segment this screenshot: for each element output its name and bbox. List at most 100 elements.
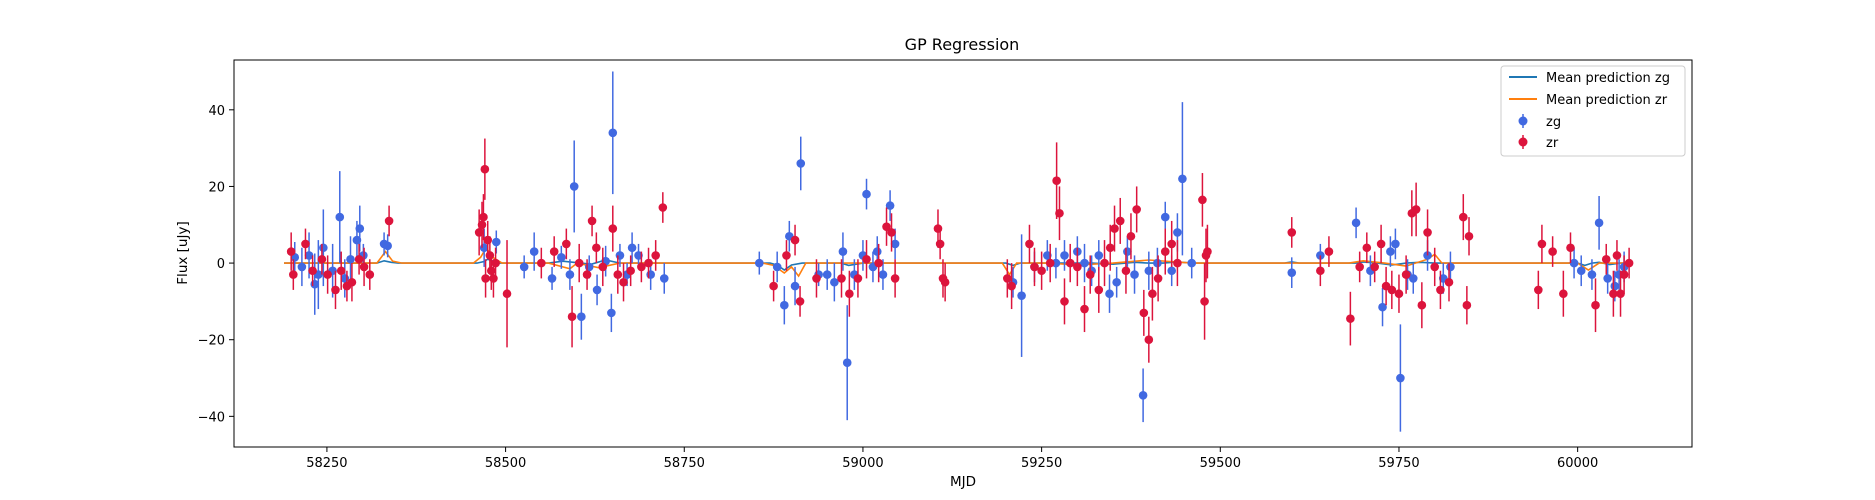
zr-point xyxy=(1464,217,1474,256)
zr-point xyxy=(1619,255,1629,294)
zg-point-marker xyxy=(1017,291,1026,300)
zg-point-marker xyxy=(830,277,839,287)
zr-point-marker xyxy=(1534,285,1543,295)
zr-point xyxy=(853,259,863,298)
zg-point xyxy=(1178,102,1187,256)
zg-point-marker xyxy=(796,159,806,168)
zr-point-marker xyxy=(1462,300,1472,310)
zr-point xyxy=(347,263,357,302)
zg-point xyxy=(335,171,345,264)
zr-point-marker xyxy=(317,254,327,264)
zg-point-marker xyxy=(615,251,625,260)
zr-point-marker xyxy=(592,243,601,253)
zg-point-marker xyxy=(383,241,392,251)
x-tick-label: 59500 xyxy=(1200,456,1241,471)
zr-point xyxy=(940,263,950,302)
zr-point-marker xyxy=(384,216,394,226)
zg-point xyxy=(1594,196,1604,250)
legend-label-zr-mean: Mean prediction zr xyxy=(1546,93,1668,108)
zr-point xyxy=(1355,251,1364,283)
zr-point xyxy=(336,251,346,290)
zr-point xyxy=(480,138,490,200)
zg-point xyxy=(608,71,618,195)
zr-point xyxy=(1144,316,1154,363)
plot-background xyxy=(234,60,1692,447)
x-axis-label: MJD xyxy=(950,474,976,490)
zr-point xyxy=(887,213,896,252)
zr-point xyxy=(317,243,327,275)
zr-point-marker xyxy=(1045,258,1055,268)
zr-point xyxy=(1126,213,1136,260)
zr-point xyxy=(1200,263,1209,340)
zr-point-marker xyxy=(874,258,883,268)
zr-point-marker xyxy=(1085,270,1095,279)
zr-point xyxy=(582,259,592,290)
zg-point xyxy=(1378,287,1387,327)
legend-label-zg-mean: Mean prediction zg xyxy=(1546,71,1670,86)
x-tick-label: 58500 xyxy=(485,456,526,471)
zr-point xyxy=(1052,142,1061,220)
zr-point xyxy=(1316,255,1325,287)
zg-point xyxy=(529,232,539,271)
zr-point xyxy=(1591,278,1600,333)
zg-point-marker xyxy=(304,251,314,260)
plot-frame xyxy=(233,59,1693,448)
zg-point-marker xyxy=(659,274,669,283)
zg-point-marker xyxy=(1173,228,1182,237)
zr-point-marker xyxy=(1167,239,1176,249)
zg-point-marker xyxy=(1138,390,1148,400)
zr-point xyxy=(1153,255,1163,302)
zg-point-marker xyxy=(346,254,355,264)
zr-point xyxy=(1411,182,1421,237)
zg-point xyxy=(1144,251,1154,290)
zr-point-marker xyxy=(549,247,559,256)
zr-point-marker xyxy=(637,262,646,272)
zg-point xyxy=(1603,263,1612,294)
zg-point xyxy=(1112,266,1121,298)
zr-point-marker xyxy=(853,274,863,283)
zg-point xyxy=(565,259,575,290)
zg-point xyxy=(547,266,557,290)
zr-point xyxy=(1387,270,1397,310)
zg-point xyxy=(1160,201,1170,233)
zr-point-marker xyxy=(1324,247,1334,256)
zr-point xyxy=(769,270,778,302)
zr-point-marker xyxy=(562,239,571,249)
zg-point xyxy=(838,232,848,271)
zr-point-marker xyxy=(1376,239,1386,249)
zr-point-marker xyxy=(1401,270,1411,279)
zg-point xyxy=(592,274,602,306)
zr-point-marker xyxy=(582,270,592,279)
zr-point-marker xyxy=(537,258,546,268)
zg-point xyxy=(557,245,566,269)
zg-point xyxy=(842,305,852,421)
zr-point xyxy=(882,207,891,246)
zr-point-marker xyxy=(1200,297,1209,306)
zg-point-marker xyxy=(1130,270,1139,279)
zr-point-marker xyxy=(1559,289,1568,299)
x-tick-label: 58750 xyxy=(664,456,705,471)
zg-point-marker xyxy=(1187,258,1197,268)
zr-point xyxy=(1148,266,1157,321)
zr-point xyxy=(537,247,546,279)
zr-point xyxy=(562,228,571,260)
zg-point xyxy=(1060,240,1069,271)
zr-point-marker xyxy=(1153,274,1163,283)
zg-point-marker xyxy=(547,274,557,283)
zr-point xyxy=(1100,240,1109,287)
zg-point xyxy=(1587,259,1597,290)
zr-point-marker xyxy=(1370,262,1379,272)
zg-point-marker xyxy=(780,300,789,310)
zr-point-marker xyxy=(1423,228,1432,237)
zr-point-marker xyxy=(598,262,608,272)
zr-point xyxy=(1160,228,1170,275)
zr-point xyxy=(651,240,660,271)
plot-area xyxy=(233,59,1693,448)
zr-point-marker xyxy=(837,274,846,283)
zr-point-marker xyxy=(1616,289,1625,299)
zg-point xyxy=(862,178,871,210)
zr-point-marker xyxy=(619,277,628,287)
zg-point-marker xyxy=(1094,251,1104,260)
zr-point xyxy=(1055,186,1064,241)
zg-point-marker xyxy=(607,308,616,318)
